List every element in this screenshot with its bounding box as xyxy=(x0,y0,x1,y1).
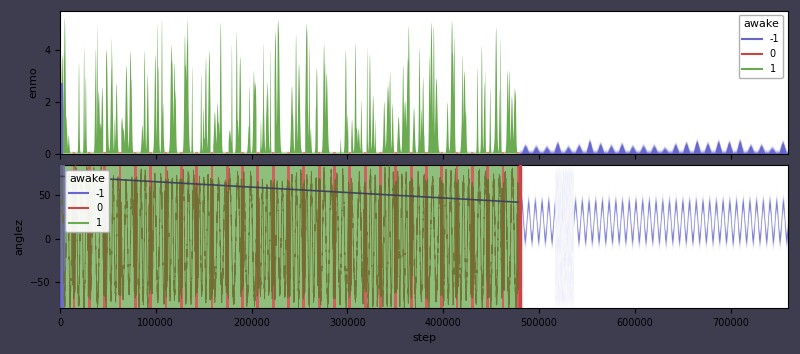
Bar xyxy=(226,165,229,308)
Bar xyxy=(90,165,103,308)
Bar xyxy=(244,165,257,308)
Bar xyxy=(167,165,180,308)
Bar xyxy=(214,165,226,308)
Bar xyxy=(103,165,106,308)
Bar xyxy=(517,165,520,308)
Bar xyxy=(60,165,73,308)
Bar xyxy=(364,165,366,308)
Bar xyxy=(134,165,137,308)
Bar xyxy=(180,165,182,308)
Legend: -1, 0, 1: -1, 0, 1 xyxy=(738,16,783,78)
Bar xyxy=(73,165,75,308)
Bar xyxy=(229,165,241,308)
Bar xyxy=(259,165,272,308)
Bar xyxy=(60,165,65,308)
Y-axis label: anglez: anglez xyxy=(14,218,24,255)
Bar xyxy=(149,165,152,308)
Bar xyxy=(152,165,165,308)
Bar xyxy=(394,165,397,308)
Bar xyxy=(257,165,259,308)
Bar xyxy=(413,165,425,308)
Bar xyxy=(397,165,410,308)
Bar xyxy=(410,165,413,308)
Bar xyxy=(489,165,502,308)
Bar xyxy=(198,165,210,308)
Y-axis label: enmo: enmo xyxy=(29,66,38,98)
Bar xyxy=(274,165,287,308)
Bar xyxy=(471,165,474,308)
Bar xyxy=(118,165,122,308)
Bar xyxy=(287,165,290,308)
Bar xyxy=(165,165,167,308)
Bar xyxy=(88,165,90,308)
Bar xyxy=(440,165,443,308)
Bar xyxy=(456,165,458,308)
Bar xyxy=(290,165,302,308)
Bar xyxy=(75,165,88,308)
Bar xyxy=(336,165,349,308)
Bar xyxy=(458,165,471,308)
Bar xyxy=(474,165,486,308)
Bar xyxy=(351,165,364,308)
Bar xyxy=(210,165,214,308)
Bar xyxy=(428,165,440,308)
Bar xyxy=(333,165,336,308)
Bar xyxy=(182,165,195,308)
Bar xyxy=(306,165,318,308)
Bar xyxy=(321,165,333,308)
Bar xyxy=(241,165,244,308)
Legend: -1, 0, 1: -1, 0, 1 xyxy=(65,170,110,232)
Bar xyxy=(272,165,274,308)
Bar xyxy=(505,165,517,308)
Bar xyxy=(502,165,505,308)
Bar xyxy=(195,165,198,308)
Bar xyxy=(137,165,149,308)
Bar xyxy=(106,165,118,308)
Bar xyxy=(302,165,306,308)
Bar xyxy=(366,165,379,308)
Bar xyxy=(443,165,456,308)
Bar xyxy=(425,165,428,308)
Bar xyxy=(486,165,489,308)
Bar xyxy=(379,165,382,308)
Bar xyxy=(122,165,134,308)
Bar xyxy=(318,165,321,308)
X-axis label: step: step xyxy=(412,333,436,343)
Bar xyxy=(382,165,394,308)
Bar xyxy=(349,165,351,308)
